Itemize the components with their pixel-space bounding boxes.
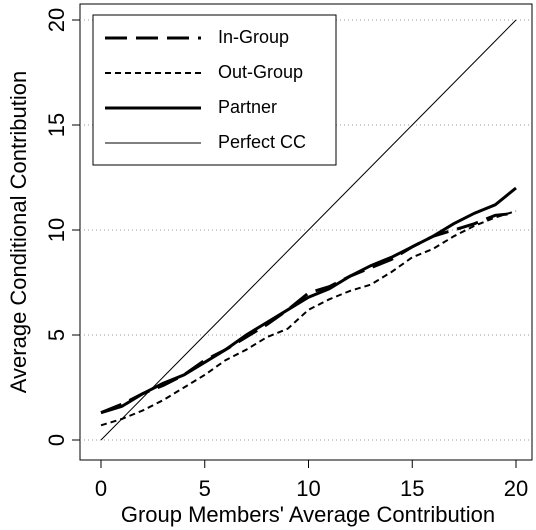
series-line [100,210,517,427]
legend-label: Partner [218,97,277,117]
legend-label: Perfect CC [218,132,306,152]
y-axis-label: Average Conditional Contribution [6,71,31,393]
y-tick-label: 15 [44,113,69,137]
y-tick-label: 20 [44,8,69,32]
x-axis-label: Group Members' Average Contribution [121,502,495,527]
legend-label: Out-Group [218,62,303,82]
y-tick-label: 10 [44,218,69,242]
series-line [100,19,517,441]
x-tick-label: 15 [400,476,424,501]
x-tick-label: 20 [504,476,528,501]
x-tick-label: 10 [296,476,320,501]
series-line [100,186,517,415]
legend-box [92,14,337,166]
x-tick-label: 0 [95,476,107,501]
y-tick-label: 0 [44,434,69,446]
x-tick-label: 5 [199,476,211,501]
y-tick-label: 5 [44,329,69,341]
legend-label: In-Group [218,27,289,47]
